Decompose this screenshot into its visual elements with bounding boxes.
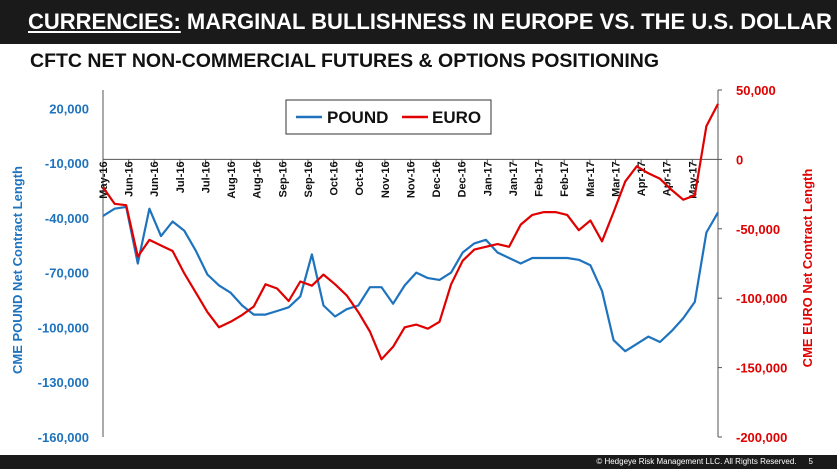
series-line-euro — [102, 103, 719, 361]
x-tick-label: Apr-17 — [662, 161, 674, 196]
y-tick-label-right: -150,000 — [736, 361, 787, 376]
title-rest: MARGINAL BULLISHNESS IN EUROPE VS. THE U… — [180, 9, 832, 34]
x-tick-label: Sep-16 — [277, 161, 289, 197]
legend-label-pound: POUND — [327, 108, 388, 127]
y-axis-title-right: CME EURO Net Contract Length — [800, 169, 815, 368]
x-tick-label: Sep-16 — [303, 161, 315, 197]
y-tick-label-left: -70,000 — [45, 266, 89, 281]
x-tick-label: Oct-16 — [354, 161, 366, 195]
y-tick-label-right: -200,000 — [736, 430, 787, 445]
x-tick-label: Jul-16 — [201, 161, 213, 193]
y-tick-label-right: -100,000 — [736, 291, 787, 306]
title-prefix: CURRENCIES: — [28, 9, 181, 34]
x-tick-label: Oct-16 — [329, 161, 341, 195]
x-tick-label: Jan-17 — [482, 161, 494, 196]
x-tick-label: Jun-16 — [149, 161, 161, 196]
x-tick-label: Jun-16 — [124, 161, 136, 196]
y-tick-label-right: -50,000 — [736, 222, 780, 237]
y-tick-label-left: -100,000 — [38, 320, 89, 335]
legend-label-euro: EURO — [432, 108, 481, 127]
x-tick-label: Dec-16 — [457, 161, 469, 197]
x-tick-label: Feb-17 — [534, 161, 546, 196]
x-tick-label: Jan-17 — [508, 161, 520, 196]
y-tick-label-left: -160,000 — [38, 430, 89, 445]
x-tick-label: Aug-16 — [226, 161, 238, 198]
x-tick-label: Mar-17 — [585, 161, 597, 196]
x-tick-label: Dec-16 — [431, 161, 443, 197]
copyright: © Hedgeye Risk Management LLC. All Right… — [596, 457, 797, 466]
chart-subtitle: CFTC NET NON-COMMERCIAL FUTURES & OPTION… — [30, 50, 660, 72]
x-tick-label: Jul-16 — [175, 161, 187, 193]
header-bar: CURRENCIES: MARGINAL BULLISHNESS IN EURO… — [0, 0, 837, 44]
y-axis-title-left: CME POUND Net Contract Length — [10, 166, 25, 374]
y-tick-label-left: 20,000 — [49, 101, 89, 116]
footer-bar: © Hedgeye Risk Management LLC. All Right… — [0, 455, 837, 469]
y-tick-label-left: -130,000 — [38, 375, 89, 390]
x-tick-label: Feb-17 — [559, 161, 571, 196]
x-tick-label: Mar-17 — [611, 161, 623, 196]
y-tick-label-left: -10,000 — [45, 156, 89, 171]
series-line-pound — [102, 205, 719, 353]
y-tick-label-right: 50,000 — [736, 83, 776, 98]
x-tick-label: Nov-16 — [380, 161, 392, 198]
page-number: 5 — [808, 457, 813, 466]
x-tick-label: Nov-16 — [406, 161, 418, 198]
x-tick-label: Aug-16 — [252, 161, 264, 198]
chart-legend: POUND EURO — [285, 99, 492, 135]
chart-axes: 20,000 -10,000 -40,000 -70,000 -100,000 -130,… — [38, 83, 788, 445]
y-tick-label-right: 0 — [736, 152, 743, 167]
chart-series — [102, 103, 719, 361]
x-tick-label: May-16 — [98, 161, 110, 198]
y-tick-label-left: -40,000 — [45, 211, 89, 226]
